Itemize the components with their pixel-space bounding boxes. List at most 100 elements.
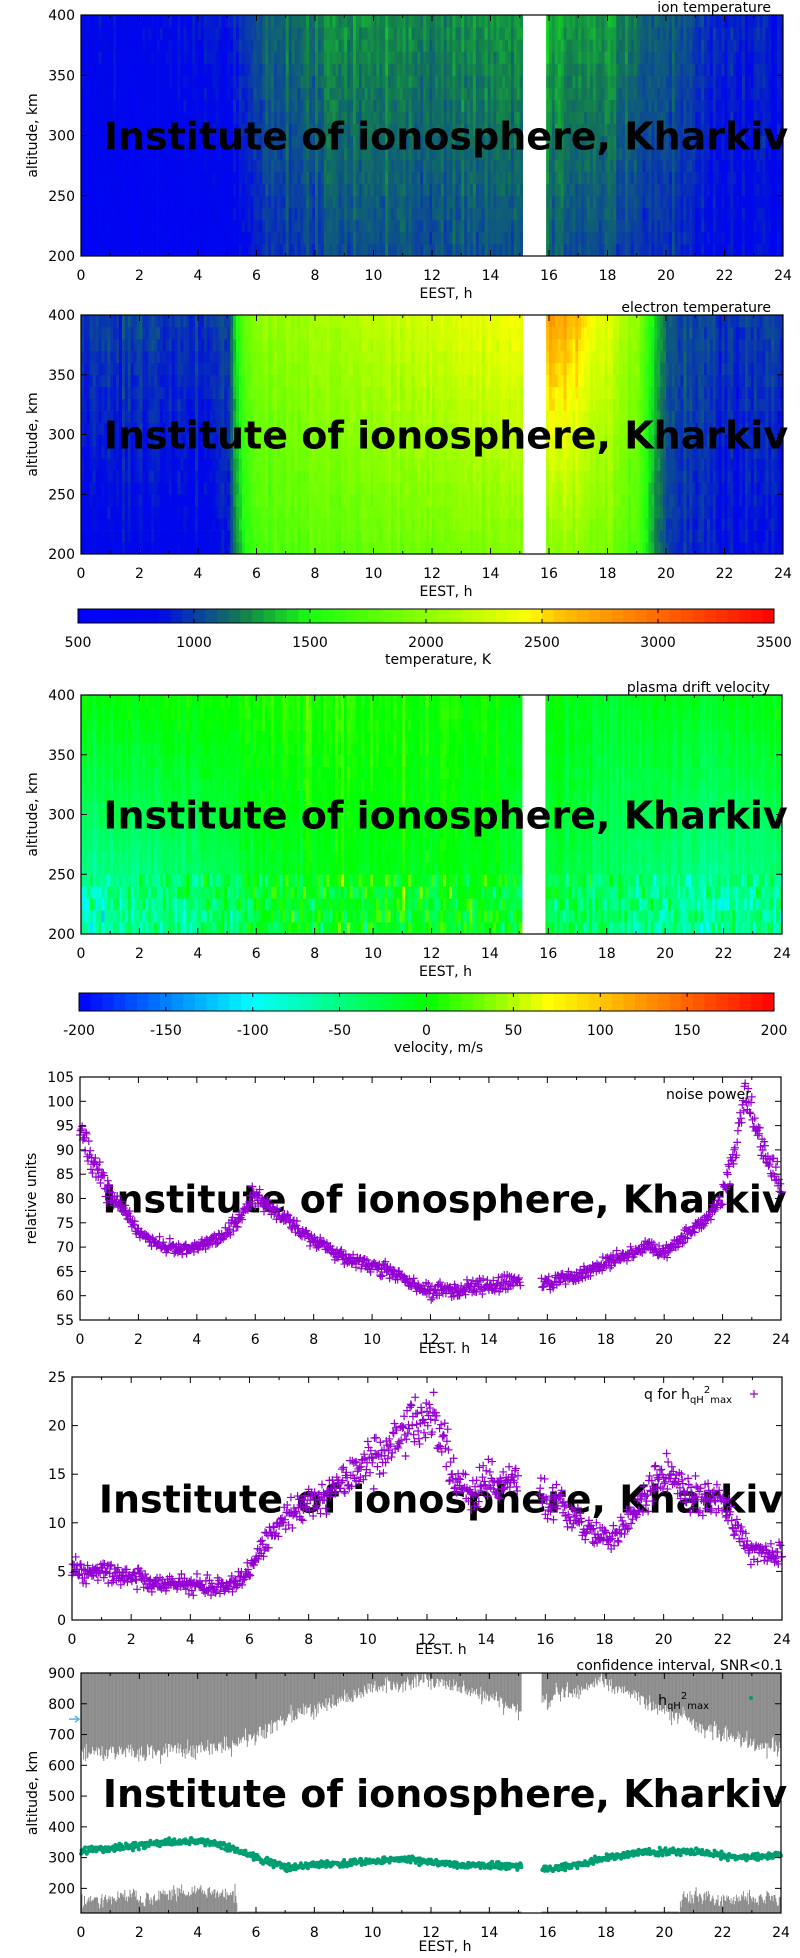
- heatmap-cell: [148, 87, 152, 100]
- heatmap-cell: [209, 231, 213, 245]
- heatmap-cell: [306, 135, 310, 148]
- heatmap-cell: [569, 27, 573, 40]
- heatmap-cell: [247, 195, 251, 209]
- heatmap-cell: [224, 123, 228, 136]
- heatmap-cell: [329, 51, 333, 64]
- heatmap-cell: [657, 219, 661, 233]
- heatmap-cell: [426, 51, 430, 64]
- heatmap-cell: [554, 231, 559, 245]
- heatmap-cell: [323, 99, 328, 112]
- heatmap-cell: [189, 159, 193, 173]
- heatmap-cell: [236, 63, 240, 76]
- heatmap-cell: [657, 51, 661, 64]
- heatmap-cell: [446, 75, 450, 88]
- heatmap-cell: [230, 195, 234, 209]
- heatmap-cell: [733, 231, 737, 245]
- heatmap-cell: [657, 27, 661, 40]
- heatmap-cell: [780, 63, 784, 76]
- heatmap-cell: [426, 99, 430, 112]
- heatmap-cell: [493, 135, 497, 148]
- heatmap-cell: [551, 219, 556, 233]
- heatmap-cell: [560, 111, 564, 124]
- heatmap-cell: [502, 15, 506, 28]
- heatmap-cell: [750, 15, 755, 28]
- heatmap-cell: [309, 51, 313, 64]
- heatmap-cell: [616, 39, 620, 52]
- heatmap-cell: [727, 123, 731, 136]
- heatmap-cell: [113, 195, 117, 209]
- heatmap-cell: [95, 51, 99, 64]
- heatmap-cell: [674, 39, 679, 52]
- heatmap-cell: [440, 207, 445, 221]
- heatmap-cell: [707, 27, 711, 40]
- heatmap-cell: [768, 63, 772, 76]
- heatmap-cell: [753, 171, 758, 185]
- heatmap-cell: [98, 362, 102, 376]
- heatmap-cell: [361, 63, 366, 76]
- heatmap-cell: [212, 207, 216, 221]
- heatmap-cell: [747, 123, 752, 136]
- heatmap-cell: [589, 195, 594, 209]
- heatmap-cell: [382, 39, 386, 52]
- heatmap-cell: [297, 231, 301, 245]
- heatmap-cell: [110, 458, 114, 471]
- heatmap-cell: [338, 183, 342, 197]
- heatmap-cell: [306, 171, 310, 185]
- heatmap-cell: [127, 147, 132, 161]
- heatmap-cell: [709, 123, 714, 136]
- heatmap-cell: [157, 243, 161, 257]
- heatmap-cell: [698, 99, 702, 112]
- heatmap-cell: [598, 87, 602, 100]
- heatmap-cell: [268, 183, 272, 197]
- heatmap-cell: [119, 446, 123, 459]
- y-tick-label: 250: [48, 189, 75, 205]
- heatmap-cell: [610, 195, 614, 209]
- heatmap-cell: [151, 15, 155, 28]
- heatmap-cell: [604, 39, 608, 52]
- heatmap-cell: [707, 39, 711, 52]
- heatmap-cell: [177, 39, 181, 52]
- heatmap-cell: [493, 51, 497, 64]
- heatmap-cell: [238, 63, 243, 76]
- heatmap-cell: [358, 171, 363, 185]
- heatmap-cell: [186, 87, 190, 100]
- heatmap-cell: [440, 63, 445, 76]
- heatmap-cell: [598, 159, 602, 173]
- heatmap-cell: [780, 147, 784, 161]
- heatmap-cell: [449, 135, 453, 148]
- heatmap-cell: [81, 231, 85, 245]
- heatmap-cell: [279, 63, 284, 76]
- heatmap-cell: [499, 207, 503, 221]
- heatmap-cell: [203, 123, 208, 136]
- heatmap-cell: [303, 159, 307, 173]
- heatmap-cell: [317, 123, 322, 136]
- heatmap-cell: [312, 87, 316, 100]
- heatmap-cell: [546, 15, 550, 28]
- heatmap-cell: [715, 27, 719, 40]
- heatmap-cell: [230, 63, 234, 76]
- heatmap-cell: [671, 75, 676, 88]
- heatmap-cell: [750, 183, 755, 197]
- heatmap-cell: [238, 171, 243, 185]
- heatmap-cell: [309, 243, 313, 257]
- heatmap-cell: [402, 99, 406, 112]
- heatmap-cell: [429, 243, 433, 257]
- heatmap-cell: [282, 87, 287, 100]
- heatmap-cell: [511, 99, 515, 112]
- heatmap-cell: [344, 159, 348, 173]
- heatmap-cell: [701, 75, 705, 88]
- heatmap-cell: [765, 75, 769, 88]
- heatmap-cell: [472, 123, 477, 136]
- heatmap-cell: [122, 99, 126, 112]
- heatmap-cell: [183, 51, 187, 64]
- heatmap-cell: [256, 171, 260, 185]
- heatmap-cell: [607, 15, 611, 28]
- heatmap-cell: [701, 135, 705, 148]
- heatmap-cell: [668, 123, 673, 136]
- heatmap-cell: [180, 183, 184, 197]
- heatmap-cell: [736, 159, 740, 173]
- heatmap-cell: [230, 75, 234, 88]
- heatmap-cell: [566, 183, 570, 197]
- heatmap-cell: [394, 171, 398, 185]
- heatmap-cell: [467, 27, 471, 40]
